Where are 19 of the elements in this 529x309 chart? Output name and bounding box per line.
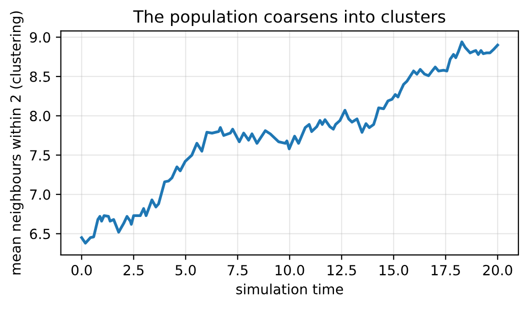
x-tick-label: 0.0 xyxy=(72,264,92,276)
x-tick-label: 15.0 xyxy=(380,264,408,276)
x-tick-label: 17.5 xyxy=(432,265,460,276)
x-tick-label: 12.5 xyxy=(328,264,356,276)
x-tick-label: 10.0 xyxy=(276,264,304,276)
y-tick-label: 7.5 xyxy=(30,150,50,161)
y-tick-label: 7.0 xyxy=(30,189,50,200)
x-tick-label: 5.0 xyxy=(176,264,196,276)
y-tick-label: 9.0 xyxy=(30,32,50,43)
x-tick-label: 20.0 xyxy=(483,264,512,276)
y-tick-label: 8.0 xyxy=(30,110,50,122)
x-tick-label: 7.5 xyxy=(228,265,248,276)
y-tick-label: 8.5 xyxy=(30,71,50,82)
y-tick-label: 6.5 xyxy=(30,228,50,240)
x-axis-title: simulation time xyxy=(236,284,343,294)
line-series xyxy=(80,40,500,245)
chart-title: The population coarsens into clusters xyxy=(133,10,446,26)
x-tick-label: 2.5 xyxy=(124,264,144,276)
y-axis-title: mean neighbours within 2 (clustering) xyxy=(10,11,24,274)
